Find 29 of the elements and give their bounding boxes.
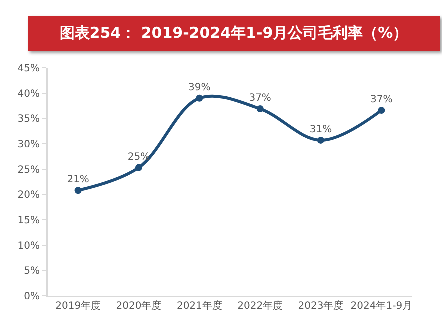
data-label: 25%: [128, 152, 150, 163]
point: [318, 136, 324, 144]
y-tick-label: 30%: [18, 140, 40, 150]
data-label: 37%: [249, 93, 272, 104]
point: [256, 106, 264, 113]
x-tick-label: 2022年度: [238, 300, 284, 312]
data-label: 31%: [310, 124, 332, 136]
chart-title: 图表254： 2019-2024年1-9月公司毛利率（%）: [28, 16, 440, 51]
point: [378, 107, 386, 114]
data-label: 21%: [67, 174, 90, 186]
x-tick-label: 2024年1-9月: [350, 300, 413, 312]
y-tick-label: 35%: [18, 114, 40, 126]
y-tick-label: 45%: [18, 64, 40, 74]
y-tick-label: 40%: [18, 88, 40, 100]
data-label: 37%: [370, 94, 393, 106]
point: [136, 164, 142, 172]
y-tick-label: 20%: [18, 190, 40, 202]
x-tick-label: 2019年度: [56, 300, 102, 312]
y-tick-label: 10%: [18, 240, 40, 252]
y-tick-label: 15%: [18, 216, 40, 226]
data-label: 39%: [188, 82, 211, 94]
point: [74, 187, 82, 194]
y-tick-label: 5%: [24, 266, 40, 278]
y-tick-label: 25%: [18, 164, 40, 176]
y-tick-label: 0%: [24, 292, 40, 302]
point: [196, 94, 204, 102]
x-tick-label: 2021年度: [176, 300, 222, 312]
x-tick-label: 2020年度: [116, 300, 162, 312]
x-tick-label: 2023年度: [298, 300, 344, 312]
